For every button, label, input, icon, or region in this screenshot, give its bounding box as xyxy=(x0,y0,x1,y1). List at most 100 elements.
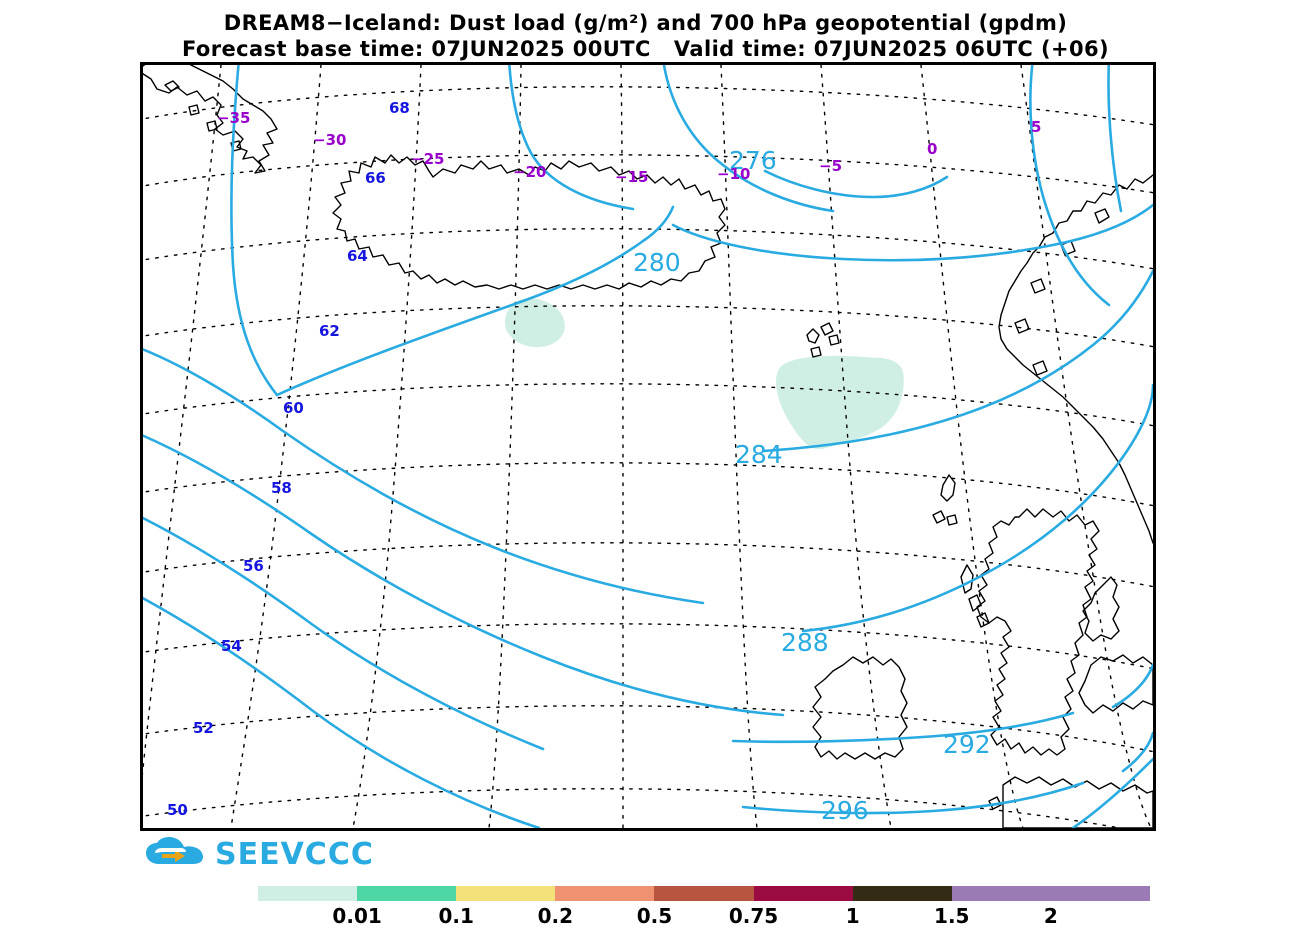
coast-hebrides-1 xyxy=(960,564,974,594)
coast-faroe-4 xyxy=(828,334,840,346)
contour-284-right xyxy=(761,269,1153,453)
geopotential-contours xyxy=(143,65,1153,828)
meridian-p05 xyxy=(1020,65,1152,828)
seevccc-logo: SEEVCCC xyxy=(145,833,374,875)
meridian-m05 xyxy=(820,65,892,828)
logo-text: SEEVCCC xyxy=(215,836,374,872)
colorbar-label-0: 0.01 xyxy=(332,904,382,928)
contour-276-tail xyxy=(763,169,949,199)
colorbar-tick-labels: 0.01 0.1 0.2 0.5 0.75 1 1.5 2 xyxy=(258,904,1150,930)
contour-label-284: 284 xyxy=(735,440,783,469)
lon-label-m15: −15 xyxy=(615,168,648,186)
coast-norway-fjord-1 xyxy=(1094,208,1110,224)
contour-288-e xyxy=(801,383,1153,633)
colorbar-label-6: 1.5 xyxy=(934,904,970,928)
contour-292-right xyxy=(731,711,1075,744)
colorbar-segment-0 xyxy=(258,886,358,901)
latitude-labels: 68 66 64 62 60 58 56 54 52 50 xyxy=(167,99,410,819)
coast-orkney-2 xyxy=(946,514,958,526)
dust-load-colorbar: 0.01 0.1 0.2 0.5 0.75 1 1.5 2 xyxy=(258,886,1150,930)
contour-296-left xyxy=(143,596,541,828)
lat-label-64: 64 xyxy=(347,247,368,265)
coast-channel-islands xyxy=(988,796,1002,810)
parallel-68 xyxy=(143,86,1153,126)
lon-label-m20: −20 xyxy=(513,163,546,181)
contour-300-corner xyxy=(1071,757,1153,828)
contour-label-280: 280 xyxy=(633,248,681,277)
lat-label-60: 60 xyxy=(283,399,304,417)
lat-label-68: 68 xyxy=(389,99,410,117)
colorbar-label-2: 0.2 xyxy=(537,904,574,928)
colorbar-label-7: 2 xyxy=(1043,904,1058,928)
colorbar-segment-7 xyxy=(951,886,1051,901)
coast-faroe-1 xyxy=(806,328,820,344)
parallel-54 xyxy=(143,623,1153,670)
coast-greenland-islets-1 xyxy=(164,80,180,92)
colorbar-segment-5 xyxy=(753,886,853,901)
colorbar-swatches xyxy=(258,886,1150,901)
contour-label-288: 288 xyxy=(781,628,829,657)
colorbar-segment-6 xyxy=(852,886,952,901)
coast-denmark xyxy=(1082,576,1120,642)
lon-label-m25: −25 xyxy=(411,150,444,168)
dust-plume-faroe xyxy=(776,355,904,449)
colorbar-segment-4 xyxy=(654,886,754,901)
coast-shetland xyxy=(940,474,956,502)
lon-label-m10: −10 xyxy=(717,165,750,183)
contour-280-east xyxy=(671,203,1153,262)
dust-load-shading xyxy=(505,298,904,449)
colorbar-segment-8 xyxy=(1050,886,1150,901)
coast-ireland xyxy=(812,656,908,760)
coast-norway-fjord-3 xyxy=(1030,278,1046,294)
colorbar-label-4: 0.75 xyxy=(728,904,779,928)
coast-faroe-3 xyxy=(810,346,822,358)
contour-line-far-right xyxy=(1107,65,1123,213)
lat-label-54: 54 xyxy=(221,637,242,655)
meridian-m20 xyxy=(488,65,522,828)
colorbar-label-1: 0.1 xyxy=(438,904,474,928)
dust-plume-south-iceland xyxy=(505,298,565,348)
lat-label-58: 58 xyxy=(271,479,292,497)
parallel-58 xyxy=(143,462,1153,507)
longitude-labels: −35 −30 −25 −20 −15 −10 −5 0 5 xyxy=(217,109,1041,186)
colorbar-segment-1 xyxy=(357,886,457,901)
lon-label-0: 0 xyxy=(927,140,937,158)
coast-greenland xyxy=(143,65,278,174)
coast-greenland-islets-2 xyxy=(188,104,200,116)
lat-label-62: 62 xyxy=(319,322,340,340)
title-line-2: Forecast base time: 07JUN2025 00UTC Vali… xyxy=(182,37,1109,61)
coast-orkney-1 xyxy=(932,510,946,524)
graticule xyxy=(143,65,1153,828)
contour-label-292: 292 xyxy=(943,730,991,759)
colorbar-label-3: 0.5 xyxy=(636,904,673,928)
lon-label-p05: 5 xyxy=(1031,118,1041,136)
meridian-m10 xyxy=(720,65,758,828)
contour-line-276-e xyxy=(662,65,835,213)
contour-line-276-w xyxy=(508,65,635,211)
title-line-1: DREAM8−Iceland: Dust load (g/m²) and 700… xyxy=(223,11,1068,35)
contour-296-right xyxy=(741,781,1085,815)
coastlines xyxy=(143,65,1153,828)
coast-greenland-islets-3 xyxy=(206,120,218,132)
colorbar-label-5: 1 xyxy=(845,904,860,928)
contour-296-far xyxy=(1121,731,1153,773)
parallel-50 xyxy=(143,788,1124,828)
lat-label-50: 50 xyxy=(167,801,188,819)
contour-value-labels: 276 280 284 288 292 296 xyxy=(633,146,991,825)
lon-label-m35: −35 xyxy=(217,109,250,127)
meridian-0 xyxy=(920,65,1024,828)
coast-nw-europe xyxy=(1078,654,1153,714)
coast-norway xyxy=(998,174,1153,544)
coast-hebrides-2 xyxy=(968,594,982,612)
coast-norway-fjord-4 xyxy=(1014,318,1030,334)
lon-label-m30: −30 xyxy=(313,131,346,149)
coast-great-britain xyxy=(976,508,1100,756)
lat-label-56: 56 xyxy=(243,557,264,575)
lat-label-66: 66 xyxy=(365,169,386,187)
contour-292-far xyxy=(1111,663,1153,709)
contour-284-left xyxy=(143,348,705,605)
coast-iceland xyxy=(332,154,726,290)
parallel-52 xyxy=(143,705,1153,753)
contour-280 xyxy=(275,205,675,397)
meridian-m30 xyxy=(230,65,322,828)
